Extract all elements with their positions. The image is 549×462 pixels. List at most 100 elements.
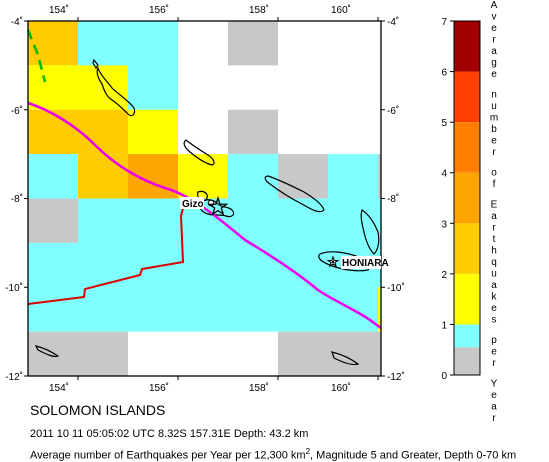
legend-tick-label: 3: [441, 219, 447, 230]
grid-cell: [328, 154, 378, 199]
legend-tick-label: 7: [441, 17, 447, 28]
vella-lavella-coast: [197, 190, 208, 202]
legend-tick-label: 6: [441, 68, 447, 79]
lat-label-left-6: -6˚: [11, 105, 23, 117]
grid-cells: [28, 21, 381, 376]
lat-label-left-10: -10˚: [5, 282, 23, 294]
legend-tick-label: 0: [441, 371, 447, 382]
buka-coast: [92, 58, 99, 70]
axis-ticks: [24, 17, 385, 380]
grid-cell: [228, 109, 278, 155]
choiseul-coast: [183, 139, 215, 166]
lon-label-bottom-156: 156˚: [149, 382, 169, 394]
region-title: SOLOMON ISLANDS: [30, 402, 166, 418]
legend-band: [454, 122, 480, 173]
grid-cell: [178, 287, 228, 332]
legend-band: [454, 71, 480, 123]
lat-label-left-8: -8˚: [11, 193, 23, 205]
lat-label-right-8: -8˚: [387, 193, 399, 205]
grid-cell: [128, 109, 178, 155]
legend-band: [454, 324, 480, 348]
grid-cell: [328, 331, 378, 376]
legend-tick-label: 4: [441, 169, 447, 180]
fault-line-red: [27, 207, 185, 305]
city-honiara: HONIARA: [326, 255, 389, 269]
rennell-coast: [34, 345, 60, 358]
lon-label-top-154: 154˚: [49, 4, 69, 16]
grid-cell: [28, 242, 78, 288]
fault-line-green-dashed: [26, 29, 47, 83]
legend-tick-label: 2: [441, 270, 447, 281]
grid-cell: [128, 65, 178, 110]
lat-label-left-4: -4˚: [11, 16, 23, 28]
caption-text-1: Average number of Earthquakes per Year p…: [30, 449, 306, 462]
grid-cell: [128, 198, 178, 243]
grid-cell: [28, 198, 78, 243]
lat-label-left-12: -12˚: [5, 371, 23, 383]
grid-cell: [28, 331, 78, 376]
isabel-coast: [264, 175, 325, 213]
gizo-label: Gizo: [182, 199, 204, 210]
lon-label-top-156: 156˚: [149, 4, 169, 16]
grid-cell: [278, 198, 328, 243]
grid-cell: [378, 287, 381, 332]
grid-cell: [378, 198, 381, 243]
caption-superscript: 2: [305, 447, 311, 456]
guadalcanal-coast: [318, 251, 370, 272]
grid-cell: [228, 21, 278, 66]
legend-frame: [453, 20, 481, 376]
legend-band: [454, 172, 480, 224]
grid-cell: [28, 65, 78, 110]
grid-cell: [78, 154, 128, 199]
lon-label-bottom-154: 154˚: [49, 382, 69, 394]
malaita-coast: [360, 209, 380, 255]
grid-cell: [78, 21, 128, 66]
legend-band: [454, 347, 480, 375]
grid-cell: [28, 21, 78, 66]
grid-cell: [128, 21, 178, 66]
grid-cell: [228, 198, 278, 243]
grid-cell: [328, 198, 378, 243]
grid-cell: [28, 154, 78, 199]
bougainville-coast: [96, 66, 136, 117]
lon-label-top-158: 158˚: [249, 4, 269, 16]
lat-label-right-6: -6˚: [387, 105, 399, 117]
event-info: 2011 10 11 05:05:02 UTC 8.32S 157.31E De…: [30, 428, 309, 440]
caption-text-2: , Magnitude 5 and Greater, Depth 0-70 km: [310, 449, 517, 462]
grid-cell: [78, 198, 128, 243]
lat-label-right-10: -10˚: [387, 282, 405, 294]
grid-cell: [78, 331, 128, 376]
grid-cell: [378, 154, 381, 199]
honiara-label: HONIARA: [342, 258, 389, 269]
lon-label-top-160: 160˚: [331, 4, 351, 16]
grid-cell: [78, 287, 128, 332]
lon-label-bottom-158: 158˚: [249, 382, 269, 394]
grid-cell: [28, 109, 78, 155]
honiara-dot: [331, 260, 335, 264]
epicenter-star-icon: [207, 195, 229, 216]
grid-cell: [28, 287, 78, 332]
map-caption: Average number of Earthquakes per Year p…: [30, 447, 516, 462]
legend-tick-labels: 0 1 2 3 4 5 6 7: [441, 17, 447, 382]
grid-cell: [378, 331, 381, 376]
legend-band: [454, 223, 480, 274]
lon-label-bottom-160: 160˚: [331, 382, 351, 394]
grid-cell: [178, 242, 228, 288]
grid-cell: [278, 331, 328, 376]
legend-tick-label: 5: [441, 118, 447, 129]
gizo-label-bg: [180, 197, 204, 209]
grid-cell: [128, 287, 178, 332]
legend-ticks: [450, 20, 454, 376]
san-cristobal-coast: [331, 351, 360, 366]
lat-label-right-12: -12˚: [387, 371, 405, 383]
legend-band: [454, 21, 480, 72]
grid-cell: [78, 109, 128, 155]
